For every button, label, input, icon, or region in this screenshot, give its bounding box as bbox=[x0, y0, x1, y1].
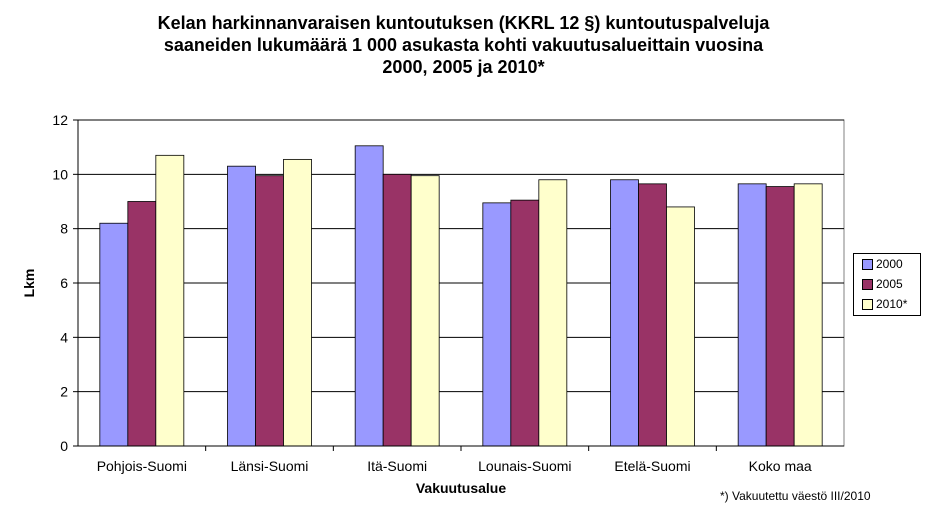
bar bbox=[510, 199, 540, 447]
bar bbox=[155, 154, 185, 447]
x-axis-title: Vakuutusalue bbox=[416, 480, 506, 496]
x-category-label: Pohjois-Suomi bbox=[97, 458, 187, 474]
bars bbox=[99, 145, 823, 447]
bar bbox=[638, 183, 667, 447]
legend-label-2005: 2005 bbox=[876, 277, 903, 291]
legend: 2000 2005 2010* bbox=[853, 253, 921, 316]
x-category-label: Etelä-Suomi bbox=[614, 458, 690, 474]
bar bbox=[255, 175, 284, 447]
legend-item-2010: 2010* bbox=[862, 297, 907, 311]
gridlines bbox=[78, 119, 844, 393]
x-categories: Pohjois-Suomi Länsi-Suomi Itä-Suomi Lounais… bbox=[97, 446, 812, 474]
legend-item-2000: 2000 bbox=[862, 257, 903, 271]
bar bbox=[283, 158, 312, 447]
y-tick-label: 6 bbox=[60, 275, 68, 291]
x-category-label: Itä-Suomi bbox=[367, 458, 427, 474]
bar bbox=[354, 145, 384, 447]
y-ticks: 0 2 4 6 8 10 12 bbox=[52, 112, 78, 454]
bar bbox=[410, 175, 440, 447]
bar bbox=[227, 165, 256, 447]
y-tick-label: 4 bbox=[60, 329, 68, 345]
bar bbox=[737, 183, 767, 447]
chart-title-line-3: 2000, 2005 ja 2010* bbox=[382, 57, 545, 77]
bar bbox=[765, 186, 795, 447]
y-tick-label: 12 bbox=[52, 112, 68, 128]
bar bbox=[99, 222, 129, 447]
y-tick-label: 0 bbox=[60, 438, 68, 454]
legend-swatch-2005 bbox=[862, 278, 873, 290]
y-axis-title: Lkm bbox=[21, 269, 37, 298]
legend-swatch-2010 bbox=[862, 298, 873, 310]
legend-item-2005: 2005 bbox=[862, 277, 903, 291]
legend-label-2000: 2000 bbox=[876, 257, 903, 271]
bar bbox=[666, 206, 695, 447]
bar bbox=[382, 173, 412, 447]
x-category-label: Länsi-Suomi bbox=[231, 458, 309, 474]
chart-title: Kelan harkinnanvaraisen kuntoutuksen (KK… bbox=[0, 12, 927, 78]
chart-title-line-2: saaneiden lukumäärä 1 000 asukasta kohti… bbox=[163, 35, 764, 55]
legend-swatch-2000 bbox=[862, 258, 873, 270]
bar bbox=[482, 202, 512, 447]
chart-title-line-1: Kelan harkinnanvaraisen kuntoutuksen (KK… bbox=[157, 13, 770, 33]
bar bbox=[538, 179, 568, 447]
x-category-label: Lounais-Suomi bbox=[478, 458, 571, 474]
bar bbox=[610, 179, 639, 447]
footnote: *) Vakuutettu väestö III/2010 bbox=[720, 489, 871, 503]
y-tick-label: 10 bbox=[52, 166, 68, 182]
bar bbox=[127, 201, 157, 447]
x-category-label: Koko maa bbox=[749, 458, 812, 474]
bar bbox=[793, 183, 823, 447]
y-tick-label: 8 bbox=[60, 221, 68, 237]
legend-label-2010: 2010* bbox=[876, 297, 908, 311]
y-tick-label: 2 bbox=[60, 384, 68, 400]
